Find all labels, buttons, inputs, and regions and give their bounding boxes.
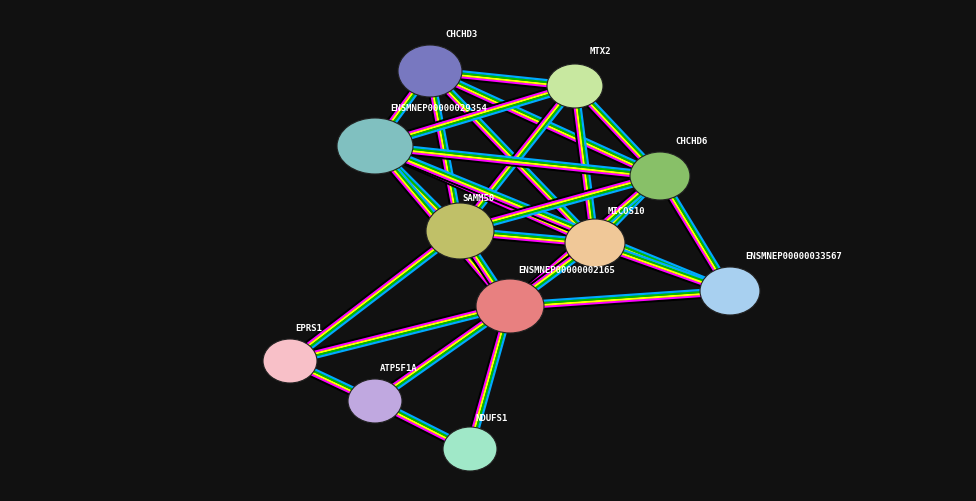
- Text: CHCHD3: CHCHD3: [445, 30, 477, 39]
- Ellipse shape: [700, 267, 760, 315]
- Ellipse shape: [426, 203, 494, 259]
- Text: ATP5F1A: ATP5F1A: [380, 364, 418, 373]
- Ellipse shape: [547, 64, 603, 108]
- Text: SAMM50: SAMM50: [462, 194, 494, 203]
- Ellipse shape: [476, 279, 544, 333]
- Ellipse shape: [565, 219, 625, 267]
- Text: MTX2: MTX2: [590, 47, 612, 56]
- Text: MICOS10: MICOS10: [608, 207, 646, 216]
- Ellipse shape: [348, 379, 402, 423]
- Text: ENSMNEP00000002165: ENSMNEP00000002165: [518, 266, 615, 275]
- Ellipse shape: [337, 118, 413, 174]
- Text: ENSMNEP00000029354: ENSMNEP00000029354: [390, 104, 487, 113]
- Text: CHCHD6: CHCHD6: [675, 137, 708, 146]
- Ellipse shape: [263, 339, 317, 383]
- Ellipse shape: [443, 427, 497, 471]
- Text: NDUFS1: NDUFS1: [475, 414, 508, 423]
- Ellipse shape: [630, 152, 690, 200]
- Text: ENSMNEP00000033567: ENSMNEP00000033567: [745, 252, 841, 261]
- Text: EPRS1: EPRS1: [295, 324, 322, 333]
- Ellipse shape: [398, 45, 462, 97]
